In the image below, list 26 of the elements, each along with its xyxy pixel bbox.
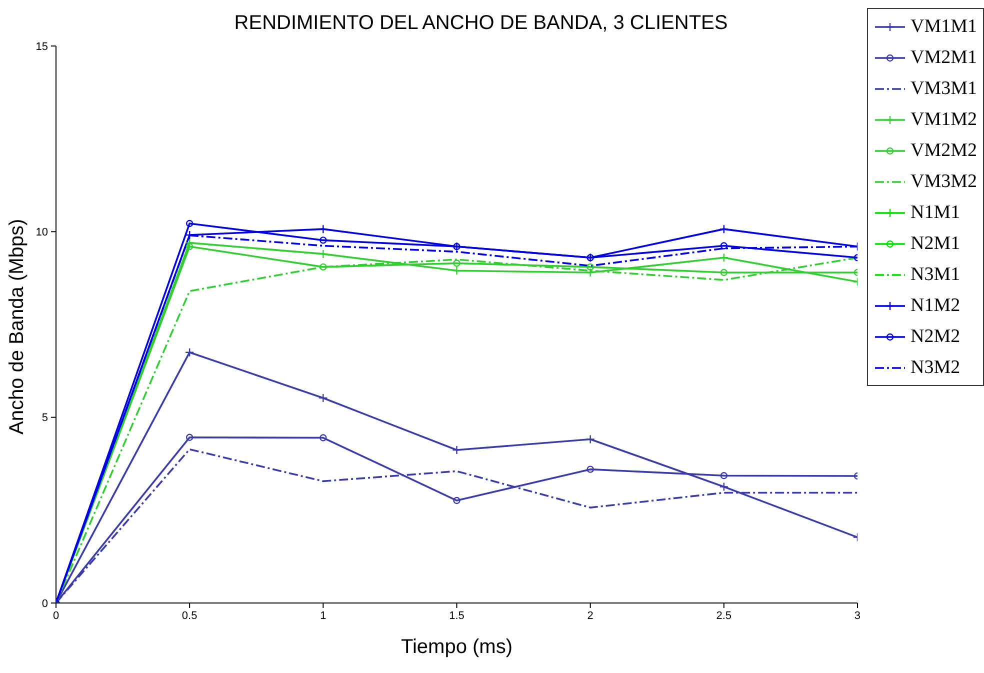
y-tick-label: 0 bbox=[42, 598, 48, 610]
legend-label: N2M2 bbox=[910, 326, 960, 348]
x-tick-label: 1 bbox=[320, 610, 326, 622]
x-tick-label: 2 bbox=[587, 610, 594, 622]
y-tick-label: 5 bbox=[42, 412, 48, 424]
legend-label: VM3M1 bbox=[910, 78, 977, 100]
legend-label: N3M2 bbox=[910, 356, 960, 378]
legend-label: VM2M1 bbox=[910, 46, 977, 68]
x-tick-label: 2.5 bbox=[716, 610, 732, 622]
legend-label: N2M1 bbox=[910, 232, 960, 254]
chart-title: RENDIMIENTO DEL ANCHO DE BANDA, 3 CLIENTES bbox=[234, 12, 728, 34]
legend-label: N1M1 bbox=[910, 202, 960, 224]
legend-label: VM2M2 bbox=[910, 140, 977, 162]
legend-label: VM3M2 bbox=[910, 170, 977, 192]
x-tick-label: 1.5 bbox=[449, 610, 464, 622]
x-tick-label: 0 bbox=[52, 610, 60, 622]
y-axis-title: Ancho de Banda (Mbps) bbox=[6, 218, 28, 434]
x-axis-title: Tiempo (ms) bbox=[401, 636, 512, 658]
x-tick-label: 3 bbox=[854, 610, 861, 622]
y-tick-label: 10 bbox=[36, 226, 48, 239]
x-tick-label: 0.5 bbox=[182, 610, 198, 622]
y-tick-label: 15 bbox=[36, 40, 48, 53]
legend-label: N1M2 bbox=[910, 294, 960, 316]
legend-label: VM1M2 bbox=[910, 108, 977, 130]
legend-label: VM1M1 bbox=[910, 16, 977, 38]
legend-label: N3M1 bbox=[910, 264, 960, 286]
